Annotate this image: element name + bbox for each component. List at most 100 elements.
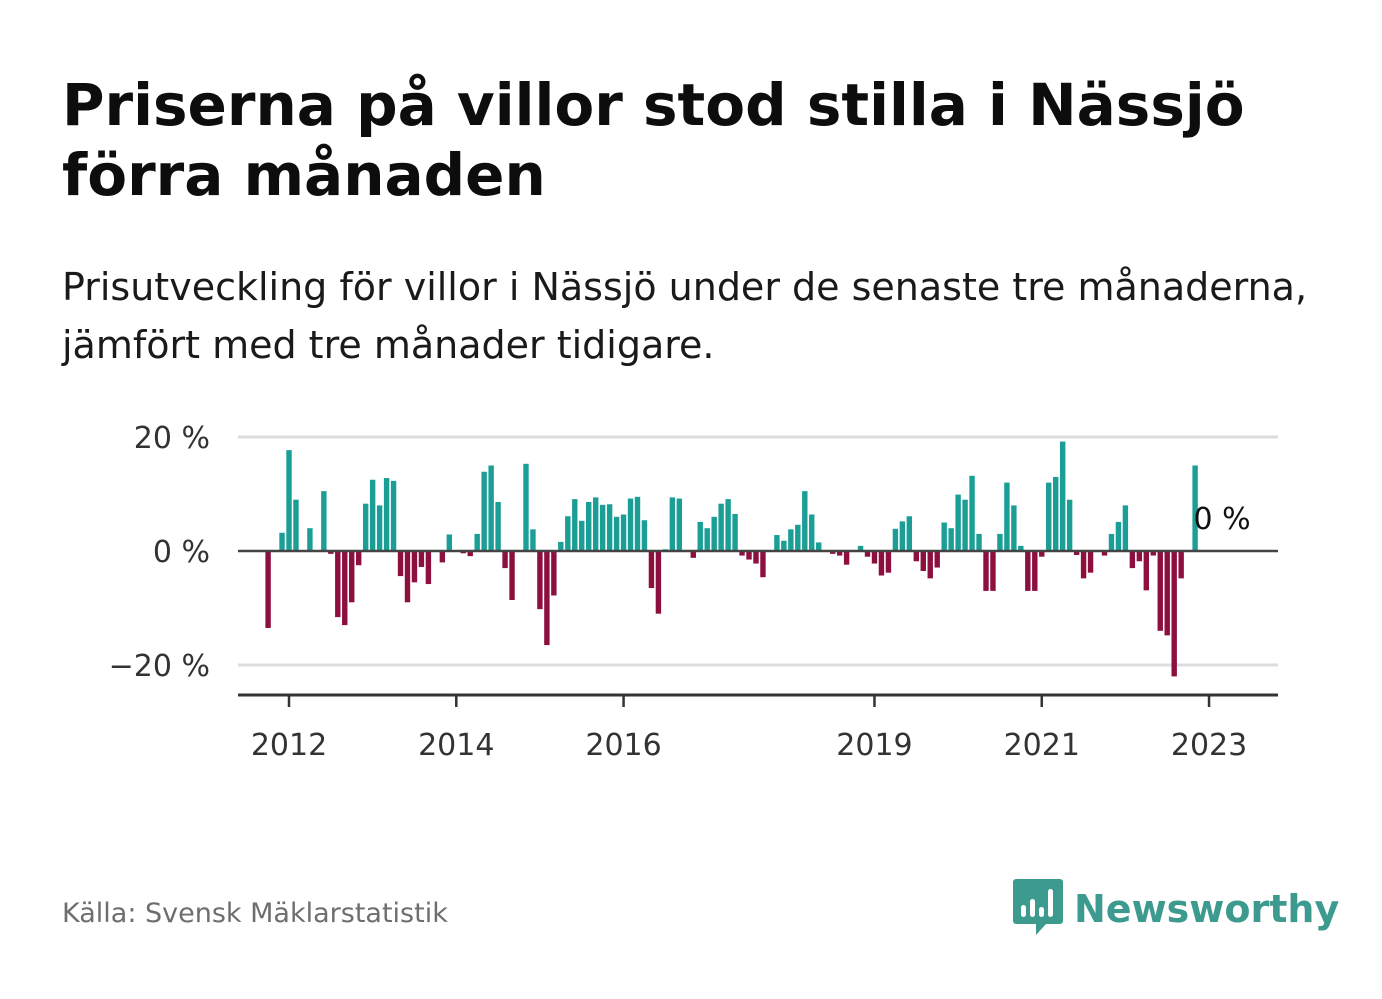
- bar: [809, 514, 815, 551]
- bar: [802, 491, 808, 551]
- bar: [606, 504, 613, 551]
- bar: [565, 516, 571, 551]
- bar: [1108, 533, 1115, 551]
- bar: [509, 551, 515, 601]
- bar: [711, 516, 717, 551]
- bar: [1004, 482, 1010, 551]
- bar: [829, 551, 836, 554]
- bar: [906, 516, 913, 551]
- bar: [558, 541, 564, 551]
- bar-series: [265, 441, 1198, 677]
- bar: [795, 524, 801, 551]
- x-tick-label: 2016: [585, 728, 661, 763]
- bar: [586, 501, 592, 551]
- bar: [390, 480, 397, 551]
- chart-title: Priserna på villor stod stilla i Nässjö …: [62, 71, 1245, 209]
- bar: [1032, 551, 1038, 591]
- bar: [1122, 505, 1129, 551]
- x-tick-label: 2023: [1171, 728, 1247, 763]
- bar: [481, 471, 487, 551]
- bar: [725, 499, 731, 551]
- bar: [537, 551, 543, 610]
- source-note: Källa: Svensk Mäklarstatistik: [62, 898, 448, 929]
- bar: [990, 551, 996, 591]
- bar: [892, 528, 899, 551]
- bar: [397, 551, 404, 577]
- bar: [760, 551, 766, 578]
- bar: [788, 529, 794, 551]
- bar: [502, 551, 508, 569]
- bar: [1046, 482, 1052, 551]
- bar: [572, 499, 578, 551]
- chart-subtitle: Prisutveckling för villor i Nässjö under…: [62, 265, 1308, 367]
- bar: [1178, 551, 1184, 579]
- bar: [620, 514, 627, 551]
- bar: [613, 516, 620, 551]
- bar: [948, 528, 954, 551]
- brand-name: Newsworthy: [1074, 887, 1340, 931]
- bar: [349, 551, 355, 603]
- bar: [495, 501, 501, 551]
- bar: [690, 551, 696, 558]
- bar: [411, 551, 418, 583]
- bar: [976, 533, 982, 551]
- bar: [739, 551, 745, 556]
- bar: [376, 505, 383, 551]
- bar: [1053, 476, 1059, 551]
- bar: [1039, 551, 1045, 557]
- bar: [753, 551, 759, 564]
- bar: [655, 551, 662, 614]
- bar: [328, 551, 334, 554]
- bar: [467, 551, 473, 557]
- bar: [864, 551, 871, 557]
- x-tick-label: 2021: [1004, 728, 1080, 763]
- bar: [962, 499, 968, 551]
- bar: [286, 450, 292, 551]
- bar: [321, 491, 327, 551]
- bar: [446, 534, 453, 551]
- bar: [836, 551, 843, 556]
- bar: [1192, 465, 1198, 551]
- bar: [871, 551, 878, 564]
- bar: [927, 551, 933, 579]
- bar: [1066, 499, 1073, 551]
- bar: [1150, 551, 1156, 556]
- bar: [488, 465, 494, 551]
- bar: [383, 478, 390, 551]
- x-tick-label: 2019: [836, 728, 912, 763]
- bar: [1025, 551, 1031, 591]
- bar: [1101, 551, 1108, 556]
- bar: [599, 504, 606, 551]
- bar: [913, 551, 919, 562]
- bar: [843, 551, 850, 565]
- gridlines: [238, 435, 1278, 667]
- bar: [627, 498, 634, 551]
- bar: [899, 521, 906, 551]
- brand-logo[interactable]: Newsworthy: [1012, 878, 1339, 940]
- bar: [418, 551, 425, 567]
- bar: [704, 528, 710, 551]
- bar: [746, 551, 752, 560]
- bar: [1115, 521, 1122, 551]
- bar: [579, 520, 585, 551]
- bar: [474, 533, 480, 551]
- x-tick-label: 2012: [251, 728, 327, 763]
- newsworthy-logo-icon: [1012, 877, 1064, 941]
- bar: [1059, 441, 1066, 551]
- bar: [307, 528, 313, 551]
- latest-value-label: 0 %: [1193, 502, 1250, 537]
- bar: [1087, 551, 1094, 573]
- bar: [404, 551, 411, 603]
- y-axis-labels: 20 % 0 % −20 %: [109, 421, 210, 684]
- bar: [732, 513, 738, 551]
- bar-chart: 20 % 0 % −20 % 2012 2014 2016 2019 2021 2023 0 …: [109, 421, 1278, 763]
- bar: [983, 551, 989, 591]
- bar: [1136, 551, 1143, 562]
- bar: [641, 520, 648, 551]
- bar: [857, 545, 864, 551]
- bar: [1171, 551, 1177, 677]
- bar: [934, 551, 940, 568]
- bar: [1164, 551, 1170, 636]
- bar: [1129, 551, 1136, 569]
- bar: [592, 497, 599, 551]
